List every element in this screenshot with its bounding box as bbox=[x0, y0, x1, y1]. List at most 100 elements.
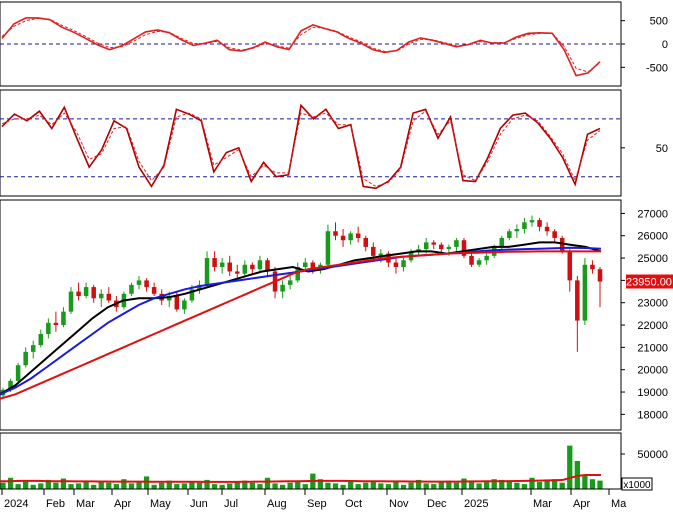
candle-body bbox=[219, 262, 225, 267]
volume-bar bbox=[589, 479, 596, 489]
macd-line bbox=[1, 17, 601, 77]
volume-panel: 50000 x1000 bbox=[0, 445, 668, 491]
candle-body bbox=[257, 260, 263, 270]
volume-bar bbox=[431, 484, 437, 489]
osc-frame bbox=[0, 89, 622, 197]
candle-body bbox=[393, 262, 399, 267]
volume-bar bbox=[476, 483, 482, 489]
macd-tick-label: -500 bbox=[646, 62, 668, 74]
volume-tick-label: 50000 bbox=[637, 449, 668, 461]
volume-bar bbox=[521, 484, 528, 489]
volume-bar bbox=[400, 484, 407, 489]
candle-body bbox=[129, 284, 134, 294]
candle-body bbox=[575, 280, 580, 321]
candle-body bbox=[250, 264, 255, 270]
volume-bar bbox=[38, 483, 44, 489]
volume-bar bbox=[196, 482, 203, 489]
candle-body bbox=[144, 280, 149, 288]
price-ma-black bbox=[0, 241, 602, 396]
candle-body bbox=[227, 262, 232, 272]
candle-body bbox=[38, 333, 44, 346]
candle-body bbox=[76, 291, 81, 297]
volume-bar bbox=[53, 482, 59, 489]
price-tick-label: 25000 bbox=[637, 253, 668, 265]
x-tick-label: 2024 bbox=[4, 498, 28, 510]
candle-body bbox=[106, 293, 112, 301]
volume-bar bbox=[136, 482, 142, 489]
candle-body bbox=[499, 237, 505, 247]
x-tick-label: Sep bbox=[307, 498, 327, 510]
volume-bar bbox=[325, 482, 331, 489]
volume-bar bbox=[91, 484, 97, 489]
oscillator-tick-label: 50 bbox=[656, 143, 668, 155]
candle-body bbox=[166, 296, 172, 301]
candle-body bbox=[559, 237, 565, 252]
volume-bar bbox=[446, 480, 452, 489]
candle-body bbox=[363, 237, 369, 247]
volume-bar bbox=[302, 484, 308, 489]
volume-bar bbox=[438, 482, 444, 489]
price-tick-label: 26000 bbox=[637, 231, 668, 243]
price-tick-label: 18000 bbox=[637, 409, 668, 421]
candle-body bbox=[151, 287, 157, 294]
x-tick-label: Aug bbox=[267, 498, 287, 510]
price-tick-label: 21000 bbox=[637, 342, 668, 354]
volume-average-line bbox=[0, 474, 601, 483]
x-tick-label: Jun bbox=[190, 498, 208, 510]
volume-bar bbox=[378, 483, 384, 489]
volume-bar bbox=[234, 482, 240, 489]
x-tick-label: 2025 bbox=[464, 498, 488, 510]
volume-bar bbox=[219, 484, 225, 489]
candle-body bbox=[552, 231, 557, 238]
candle-body bbox=[234, 271, 240, 274]
candle-body bbox=[98, 293, 104, 299]
x-tick-label: Apr bbox=[573, 498, 590, 510]
x-tick-label: Oct bbox=[345, 498, 362, 510]
volume-bar bbox=[121, 479, 127, 489]
candle-body bbox=[355, 233, 361, 238]
x-tick-label: Jul bbox=[224, 498, 238, 510]
volume-bar bbox=[347, 482, 354, 489]
volume-bar bbox=[249, 482, 256, 489]
volume-bar bbox=[295, 481, 301, 489]
candle-body bbox=[280, 284, 285, 292]
volume-bar bbox=[60, 478, 67, 489]
volume-bar bbox=[536, 482, 543, 489]
price-tick-label: 22000 bbox=[637, 320, 668, 332]
x-tick-label: Ma bbox=[611, 498, 627, 510]
volume-bar bbox=[355, 484, 361, 489]
macd-tick-label: 0 bbox=[662, 39, 668, 51]
candle-body bbox=[242, 264, 248, 274]
x-tick-label: Mar bbox=[76, 498, 95, 510]
price-ma-red bbox=[0, 250, 601, 400]
volume-bar bbox=[279, 484, 286, 489]
candle-body bbox=[529, 220, 535, 223]
volume-unit-box bbox=[621, 477, 653, 491]
price-frame bbox=[0, 199, 622, 431]
candle-body bbox=[61, 311, 66, 326]
price-tick-label: 19000 bbox=[637, 387, 668, 399]
candle-body bbox=[371, 246, 376, 256]
candle-body bbox=[454, 240, 459, 247]
candle-body bbox=[439, 244, 444, 250]
volume-bar bbox=[227, 483, 233, 489]
volume-bar bbox=[23, 481, 29, 489]
volume-bar bbox=[544, 480, 550, 489]
volume-bar bbox=[491, 479, 497, 489]
macd-signal-line bbox=[1, 17, 601, 73]
x-tick-label: Nov bbox=[389, 498, 409, 510]
volume-bar bbox=[174, 484, 180, 489]
candle-body bbox=[46, 322, 51, 334]
candle-body bbox=[303, 262, 308, 267]
volume-bar bbox=[514, 482, 520, 489]
volume-bar bbox=[83, 480, 89, 489]
volume-bar bbox=[143, 476, 150, 489]
candle-body bbox=[416, 249, 421, 252]
volume-bar bbox=[7, 477, 14, 489]
x-tick-label: May bbox=[150, 498, 171, 510]
volume-bar bbox=[529, 477, 535, 489]
candle-body bbox=[484, 255, 489, 261]
candle-body bbox=[91, 287, 96, 299]
price-tick-label: 23000 bbox=[637, 298, 668, 310]
